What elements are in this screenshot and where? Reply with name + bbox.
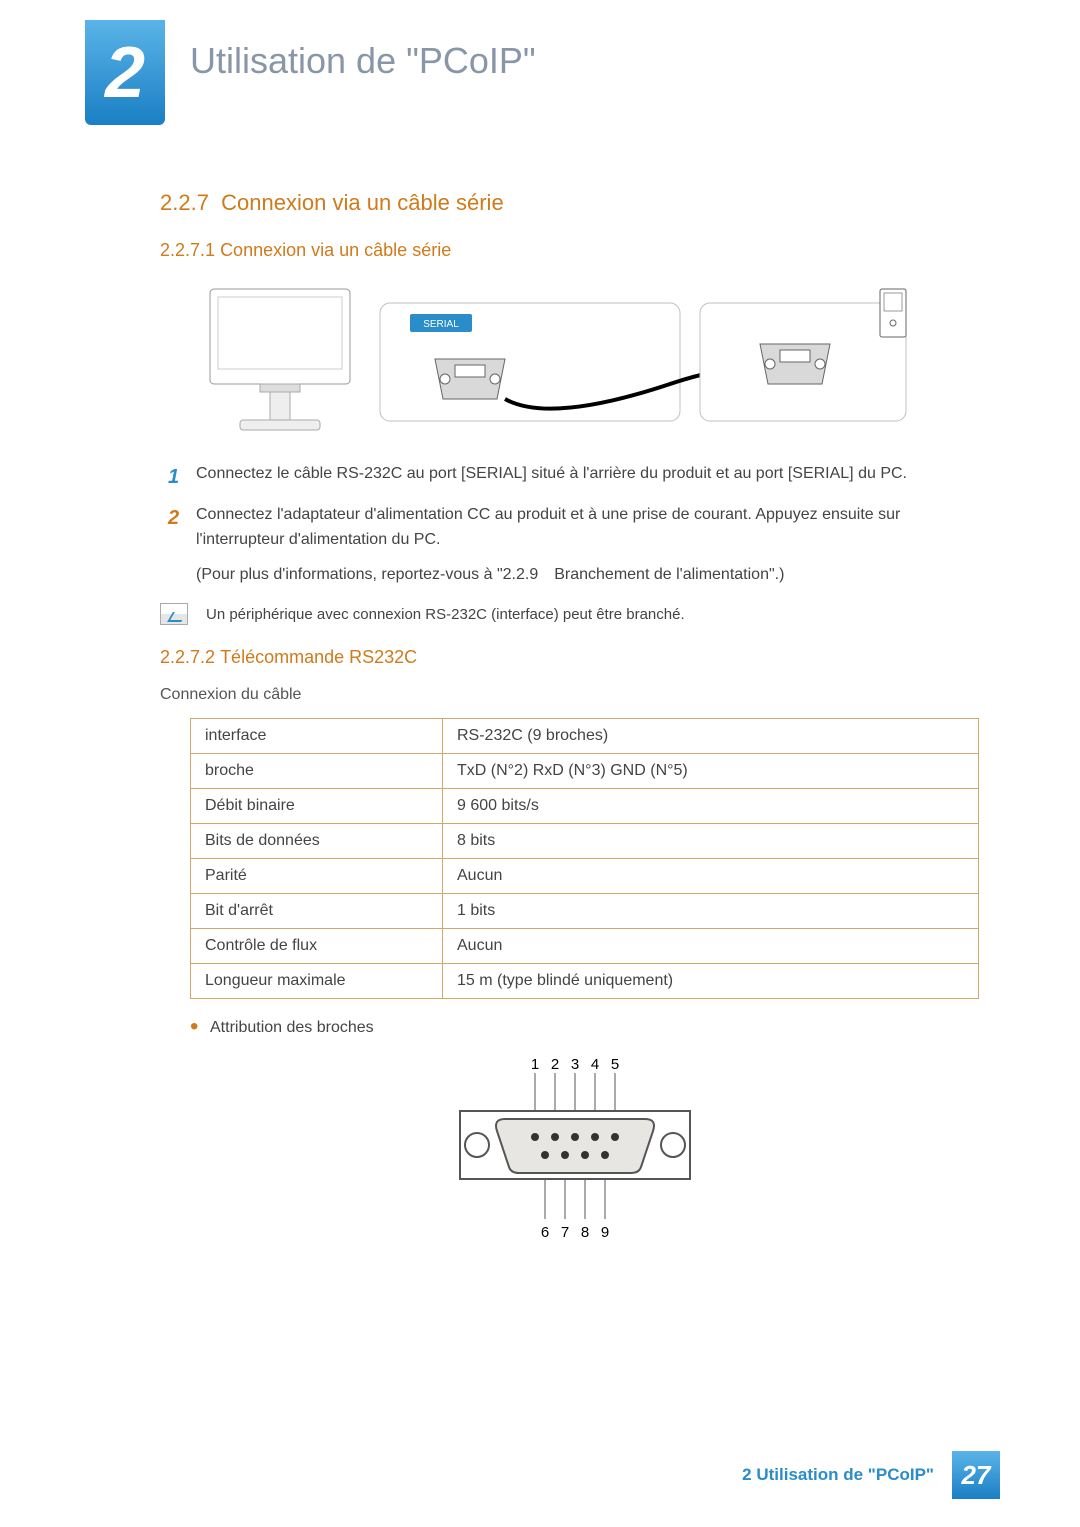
table-cell: Bits de données — [191, 824, 443, 859]
table-cell: TxD (N°2) RxD (N°3) GND (N°5) — [443, 754, 979, 789]
note-icon — [160, 603, 188, 625]
table-row: Bit d'arrêt1 bits — [191, 894, 979, 929]
spec-table: interfaceRS-232C (9 broches)brocheTxD (N… — [190, 718, 979, 999]
table-row: brocheTxD (N°2) RxD (N°3) GND (N°5) — [191, 754, 979, 789]
table-cell: interface — [191, 719, 443, 754]
table-cell: Contrôle de flux — [191, 929, 443, 964]
page-footer: 2 Utilisation de "PCoIP" 27 — [742, 1451, 1000, 1499]
chapter-number-tab: 2 — [85, 20, 165, 125]
pin-assignment-diagram: 12345 6789 — [445, 1049, 705, 1249]
table-cell: Bit d'arrêt — [191, 894, 443, 929]
step-2-number: 2 — [168, 503, 196, 587]
step-list: 1 Connectez le câble RS-232C au port [SE… — [168, 462, 990, 587]
step-2-body: Connectez l'adaptateur d'alimentation CC… — [196, 503, 990, 587]
table-cell: 15 m (type blindé uniquement) — [443, 964, 979, 999]
table-cell: Aucun — [443, 859, 979, 894]
step-1-text: Connectez le câble RS-232C au port [SERI… — [196, 462, 907, 493]
subsection-1-title: Connexion via un câble série — [220, 240, 451, 260]
chapter-number: 2 — [105, 37, 145, 109]
subsection-2-heading: 2.2.7.2 Télécommande RS232C — [160, 647, 990, 668]
table-row: interfaceRS-232C (9 broches) — [191, 719, 979, 754]
bullet-dot-icon: • — [190, 1019, 210, 1037]
subsection-2-title: Télécommande RS232C — [220, 647, 417, 667]
pin-bullet: • Attribution des broches — [190, 1019, 990, 1037]
pin-label: 7 — [561, 1224, 569, 1241]
table-cell: 8 bits — [443, 824, 979, 859]
table-cell: Parité — [191, 859, 443, 894]
pin-label: 8 — [581, 1224, 589, 1241]
subsection-1-heading: 2.2.7.1 Connexion via un câble série — [160, 240, 990, 261]
pin-label: 2 — [551, 1056, 559, 1073]
step-1: 1 Connectez le câble RS-232C au port [SE… — [168, 462, 990, 493]
table-cell: Aucun — [443, 929, 979, 964]
table-row: Bits de données8 bits — [191, 824, 979, 859]
table-row: Contrôle de fluxAucun — [191, 929, 979, 964]
pin-label: 4 — [591, 1056, 599, 1073]
step-1-number: 1 — [168, 462, 196, 493]
page-number-box: 27 — [952, 1451, 1000, 1499]
table-cell: RS-232C (9 broches) — [443, 719, 979, 754]
table-row: ParitéAucun — [191, 859, 979, 894]
section-number: 2.2.7 — [160, 190, 209, 215]
pin-label: 5 — [611, 1056, 619, 1073]
table-cell: broche — [191, 754, 443, 789]
serial-label: SERIAL — [423, 319, 459, 330]
chapter-title: Utilisation de "PCoIP" — [190, 40, 536, 82]
step-2: 2 Connectez l'adaptateur d'alimentation … — [168, 503, 990, 587]
subsection-2-number: 2.2.7.2 — [160, 647, 215, 667]
pin-label: 3 — [571, 1056, 579, 1073]
pin-label: 1 — [531, 1056, 539, 1073]
info-note-text: Un périphérique avec connexion RS-232C (… — [206, 606, 685, 623]
table-cell: Longueur maximale — [191, 964, 443, 999]
pin-label: 6 — [541, 1224, 549, 1241]
table-cell: 1 bits — [443, 894, 979, 929]
info-note: Un périphérique avec connexion RS-232C (… — [160, 603, 990, 625]
pin-bullet-text: Attribution des broches — [210, 1019, 374, 1037]
page-body: 2.2.7 Connexion via un câble série 2.2.7… — [160, 190, 990, 1249]
table-row: Longueur maximale15 m (type blindé uniqu… — [191, 964, 979, 999]
section-heading: 2.2.7 Connexion via un câble série — [160, 190, 990, 216]
cable-subheading: Connexion du câble — [160, 686, 990, 704]
step-2-text: Connectez l'adaptateur d'alimentation CC… — [196, 506, 900, 548]
step-2-note: (Pour plus d'informations, reportez-vous… — [196, 563, 990, 588]
table-cell: Débit binaire — [191, 789, 443, 824]
pin-label: 9 — [601, 1224, 609, 1241]
footer-text: 2 Utilisation de "PCoIP" — [742, 1465, 934, 1485]
page-number: 27 — [962, 1460, 991, 1491]
table-row: Débit binaire9 600 bits/s — [191, 789, 979, 824]
section-title: Connexion via un câble série — [221, 190, 504, 215]
connection-diagram: SERIAL — [200, 279, 920, 439]
subsection-1-number: 2.2.7.1 — [160, 240, 215, 260]
table-cell: 9 600 bits/s — [443, 789, 979, 824]
